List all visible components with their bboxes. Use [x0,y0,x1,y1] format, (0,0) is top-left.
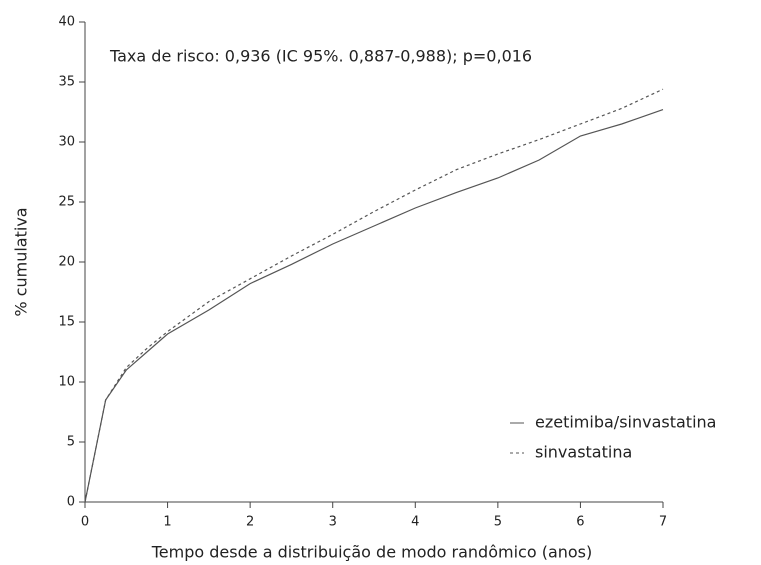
annotation: Taxa de risco: 0,936 (IC 95%. 0,887-0,98… [109,47,532,66]
y-tick-label: 35 [58,75,75,90]
y-tick-label: 5 [67,435,75,450]
x-tick-label: 6 [576,515,584,530]
y-tick-label: 15 [58,315,75,330]
x-tick-label: 2 [246,515,254,530]
y-tick-label: 40 [58,15,75,30]
y-tick-label: 30 [58,135,75,150]
y-tick-label: 10 [58,375,75,390]
x-tick-label: 7 [659,515,667,530]
x-tick-label: 5 [494,515,502,530]
y-axis-label: % cumulativa [12,207,31,316]
x-tick-label: 3 [329,515,337,530]
series-line [84,88,664,503]
x-tick-label: 4 [411,515,419,530]
x-tick-label: 1 [163,515,171,530]
series-line [84,109,664,503]
legend-label: sinvastatina [535,443,632,462]
y-tick-label: 25 [58,195,75,210]
legend-label: ezetimiba/sinvastatina [535,413,716,432]
x-tick-label: 0 [81,515,89,530]
y-tick-label: 0 [67,495,75,510]
y-tick-label: 20 [58,255,75,270]
x-axis-label: Tempo desde a distribuição de modo randô… [151,543,593,562]
